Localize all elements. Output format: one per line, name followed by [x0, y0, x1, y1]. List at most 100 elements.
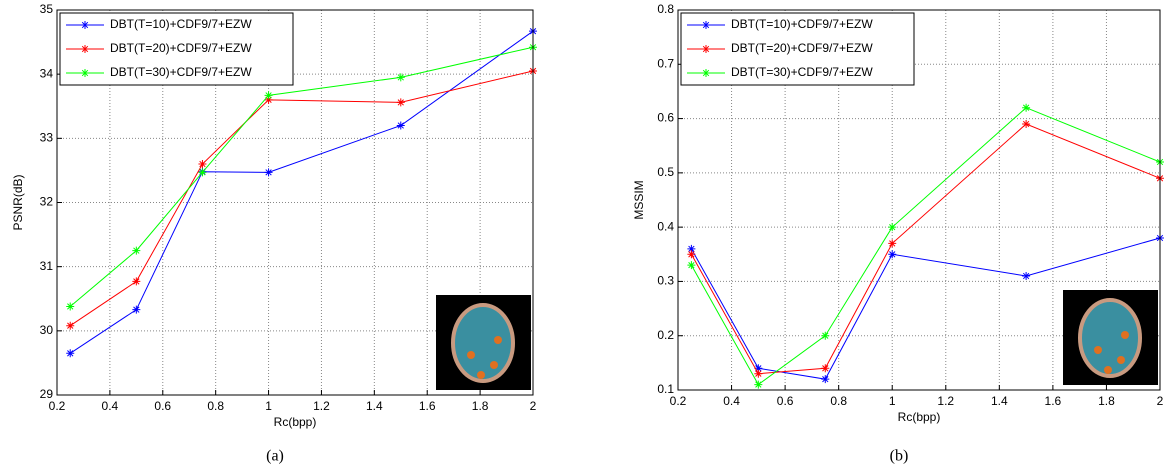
data-point [1022, 103, 1031, 112]
series-line [69, 46, 534, 307]
series-line [690, 123, 1161, 375]
inset-image [451, 303, 515, 383]
series-line [69, 30, 534, 354]
y-tick-label: 0.2 [657, 328, 674, 342]
x-tick-label: 0.2 [49, 399, 66, 413]
data-point [132, 246, 141, 255]
data-point [888, 223, 897, 232]
legend-swatch [702, 45, 710, 53]
data-point [66, 302, 75, 311]
y-tick-label: 0.4 [657, 219, 674, 233]
legend-swatch [81, 21, 89, 29]
legend-swatch [81, 69, 89, 77]
x-tick-label: 0.2 [670, 394, 687, 408]
y-tick-label: 0.6 [657, 111, 674, 125]
y-axis-label: MSSIM [632, 180, 646, 219]
y-tick-label: 31 [40, 259, 54, 273]
x-tick-label: 1.4 [991, 394, 1008, 408]
data-point [1022, 120, 1031, 128]
x-tick-label: 1.2 [937, 394, 954, 408]
y-tick-label: 30 [40, 323, 54, 337]
y-tick-label: 29 [40, 387, 54, 401]
y-tick-label: 0.8 [657, 2, 674, 16]
x-tick-label: 1.4 [366, 399, 383, 413]
inset-image [1121, 331, 1129, 339]
x-tick-label: 1.6 [1045, 394, 1062, 408]
x-tick-label: 1 [265, 399, 272, 413]
x-tick-label: 1.2 [313, 399, 330, 413]
y-tick-label: 35 [40, 2, 54, 16]
x-tick-label: 1.8 [1098, 394, 1115, 408]
data-point [66, 321, 75, 330]
y-tick-label: 34 [40, 66, 54, 80]
data-point [396, 121, 405, 130]
data-point [1022, 272, 1031, 280]
x-tick-label: 1.6 [419, 399, 436, 413]
inset-image [1094, 346, 1102, 354]
y-tick-label: 32 [40, 195, 54, 209]
series-line [69, 70, 534, 327]
axes-frame [677, 9, 1161, 391]
x-tick-label: 0.6 [154, 399, 171, 413]
x-tick-label: 0.8 [830, 394, 847, 408]
data-point [198, 160, 207, 168]
inset-image [477, 371, 485, 379]
data-point [396, 73, 405, 82]
data-point [821, 364, 830, 373]
legend-label: DBT(T=10)+CDF9/7+EZW [110, 17, 252, 31]
inset-image [1078, 298, 1142, 378]
x-tick-label: 1 [889, 394, 896, 408]
axes-frame [56, 9, 534, 396]
legend-swatch [702, 21, 710, 29]
caption: (a) [266, 448, 284, 465]
data-point [754, 364, 763, 373]
x-axis-label: Rc(bpp) [274, 415, 317, 429]
x-tick-label: 1.8 [472, 399, 489, 413]
x-tick-label: 0.4 [723, 394, 740, 408]
y-tick-label: 33 [40, 131, 54, 145]
data-point [821, 375, 830, 384]
data-point [754, 380, 763, 389]
series-line [690, 237, 1161, 380]
y-tick-label: 0.3 [657, 274, 674, 288]
inset-image [1117, 356, 1125, 364]
legend-swatch [702, 69, 710, 77]
data-point [264, 91, 273, 100]
legend-label: DBT(T=20)+CDF9/7+EZW [110, 41, 252, 55]
series-line [690, 107, 1161, 386]
inset-image [467, 351, 475, 359]
inset-image [490, 361, 498, 369]
legend-label: DBT(T=30)+CDF9/7+EZW [731, 65, 873, 79]
caption: (b) [890, 448, 909, 465]
data-point [821, 331, 830, 340]
data-point [132, 277, 141, 286]
data-point [687, 261, 696, 270]
data-point [66, 349, 75, 358]
legend-label: DBT(T=20)+CDF9/7+EZW [731, 41, 873, 55]
data-point [132, 305, 141, 314]
data-point [264, 95, 273, 104]
y-tick-label: 0.5 [657, 165, 674, 179]
data-point [687, 250, 696, 259]
x-tick-label: 2 [1157, 394, 1164, 408]
data-point [888, 250, 897, 259]
x-tick-label: 0.6 [777, 394, 794, 408]
x-axis-label: Rc(bpp) [898, 410, 941, 424]
data-point [687, 244, 696, 253]
data-point [396, 98, 405, 107]
y-tick-label: 0.7 [657, 56, 674, 70]
inset-image [494, 336, 502, 344]
legend-swatch [81, 45, 89, 53]
x-tick-label: 2 [530, 399, 537, 413]
inset-image [1104, 366, 1112, 374]
y-tick-label: 0.1 [657, 382, 674, 396]
legend-label: DBT(T=10)+CDF9/7+EZW [731, 17, 873, 31]
legend-label: DBT(T=30)+CDF9/7+EZW [110, 65, 252, 79]
data-point [264, 168, 273, 177]
x-tick-label: 0.4 [102, 399, 119, 413]
data-point [888, 239, 897, 248]
data-point [754, 369, 763, 378]
x-tick-label: 0.8 [207, 399, 224, 413]
y-axis-label: PSNR(dB) [11, 174, 25, 230]
